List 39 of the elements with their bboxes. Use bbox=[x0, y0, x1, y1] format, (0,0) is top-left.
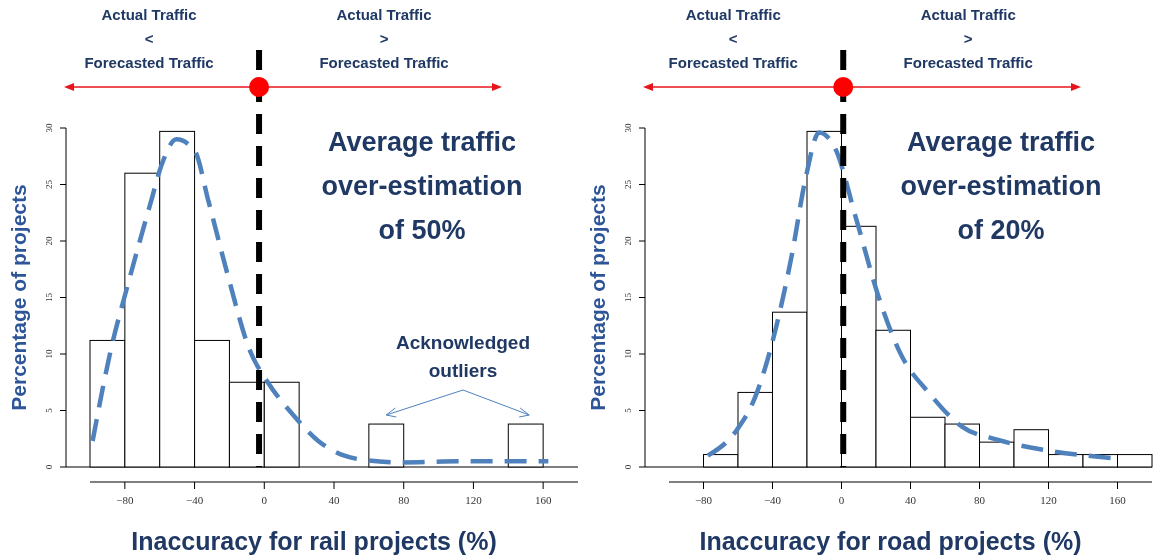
y-tick-label: 10 bbox=[623, 349, 633, 359]
y-tick-label: 30 bbox=[623, 123, 633, 133]
annotation: Average traffic over-estimation of 50% bbox=[321, 127, 523, 245]
y-tick-label: 0 bbox=[623, 464, 633, 470]
y-axis-title: Percentage of projects bbox=[586, 184, 609, 411]
y-tick-label: 15 bbox=[623, 292, 633, 302]
y-tick-label: 30 bbox=[44, 123, 54, 133]
y-tick-label: 20 bbox=[44, 236, 54, 246]
text: Actual Traffic > Forecasted Traffic bbox=[903, 6, 1033, 71]
y-tick-label: 15 bbox=[44, 292, 54, 302]
x-tick-label: 160 bbox=[1109, 494, 1127, 506]
x-tick-label: −40 bbox=[763, 494, 782, 506]
annotation: Average traffic over-estimation of 20% bbox=[900, 127, 1102, 245]
x-axis-title: Inaccuracy for road projects (%) bbox=[699, 527, 1082, 555]
x-tick-label: 80 bbox=[398, 494, 410, 506]
text: Actual Traffic > Forecasted Traffic bbox=[319, 6, 449, 71]
x-tick-label: 120 bbox=[465, 494, 483, 506]
x-tick-label: −80 bbox=[694, 494, 713, 506]
annotation: Acknowledged outliers bbox=[395, 332, 531, 381]
x-tick-label: −80 bbox=[116, 494, 134, 506]
x-tick-label: 80 bbox=[974, 494, 986, 506]
y-tick-label: 5 bbox=[623, 407, 633, 413]
y-tick-label: 25 bbox=[623, 179, 633, 189]
y-tick-label: 5 bbox=[44, 407, 54, 413]
y-tick-label: 20 bbox=[623, 236, 633, 246]
y-tick-label: 10 bbox=[44, 349, 54, 359]
y-tick-label: 0 bbox=[44, 464, 54, 470]
x-tick-label: 40 bbox=[905, 494, 917, 506]
x-tick-label: 40 bbox=[328, 494, 340, 506]
text: Actual Traffic < Forecasted Traffic bbox=[84, 6, 214, 71]
text: Actual Traffic < Forecasted Traffic bbox=[668, 6, 798, 71]
y-tick-label: 25 bbox=[44, 179, 54, 189]
x-tick-label: 0 bbox=[261, 494, 268, 506]
x-tick-label: 160 bbox=[534, 494, 552, 506]
x-axis-title: Inaccuracy for rail projects (%) bbox=[131, 527, 497, 555]
y-axis-title: Percentage of projects bbox=[7, 184, 30, 411]
x-tick-label: 120 bbox=[1040, 494, 1058, 506]
x-tick-label: 0 bbox=[838, 494, 845, 506]
x-tick-label: −40 bbox=[185, 494, 204, 506]
